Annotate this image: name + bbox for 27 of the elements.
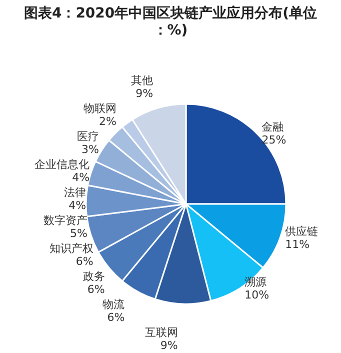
data-label: 2% — [98, 115, 116, 128]
data-label: 3% — [82, 143, 99, 156]
data-label: 6% — [87, 283, 105, 296]
data-label: 6% — [76, 255, 94, 268]
slice-label: 金融 — [262, 120, 284, 134]
slice-label: 企业信息化 — [34, 158, 90, 171]
slice-label: 数字资产 — [43, 214, 88, 227]
slice-label: 供应链 — [285, 224, 318, 238]
data-label: 11% — [285, 238, 310, 251]
data-label: 4% — [72, 171, 90, 184]
data-label: 9% — [160, 339, 178, 352]
slice-label: 溯源 — [244, 275, 267, 288]
slice-label: 知识产权 — [49, 242, 94, 255]
data-label: 4% — [68, 199, 86, 212]
slice-label: 物流 — [102, 298, 125, 311]
chart-title: 图表4：2020年中国区块链产业应用分布(单位：%) — [24, 4, 318, 38]
slice-label: 政务 — [82, 270, 105, 283]
slice-label: 法律 — [64, 186, 86, 199]
slice-label: 其他 — [131, 74, 154, 87]
data-label: 9% — [136, 87, 154, 100]
data-label: 10% — [244, 288, 270, 302]
data-label: 5% — [70, 227, 88, 240]
data-label: 6% — [107, 311, 125, 324]
data-label: 25% — [262, 133, 286, 146]
slice-label: 物联网 — [83, 102, 116, 115]
slice-label: 医疗 — [76, 130, 99, 143]
slice-label: 互联网 — [144, 326, 178, 339]
